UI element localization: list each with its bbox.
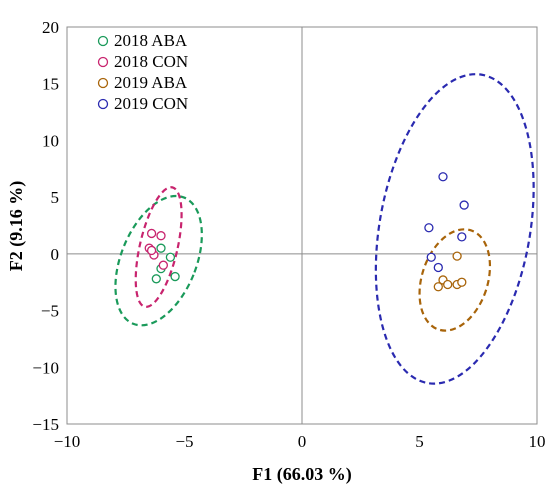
data-point — [433, 262, 443, 273]
data-point — [457, 277, 467, 287]
x-tick-label: −10 — [54, 432, 81, 451]
data-point — [443, 279, 453, 290]
y-tick-label: −15 — [32, 415, 59, 434]
y-tick-labels: −15 −10 −5 0 5 10 15 20 — [32, 18, 59, 434]
x-tick-label: 0 — [298, 432, 307, 451]
data-point — [156, 231, 166, 241]
legend-label: 2018 ABA — [114, 31, 188, 50]
data-point — [438, 172, 448, 182]
legend-label: 2018 CON — [114, 52, 188, 71]
y-tick-label: 20 — [42, 18, 59, 37]
x-tick-label: 5 — [415, 432, 424, 451]
x-tick-label: −5 — [175, 432, 193, 451]
legend-marker — [97, 35, 109, 47]
y-tick-label: 5 — [51, 188, 60, 207]
legend-marker — [97, 56, 109, 68]
data-point — [158, 260, 169, 270]
data-point — [146, 228, 157, 239]
y-tick-label: −5 — [41, 302, 59, 321]
legend: 2018 ABA 2018 CON 2019 ABA 2019 CON — [97, 31, 188, 113]
data-point — [146, 245, 157, 256]
x-tick-label: 10 — [529, 432, 546, 451]
data-point — [426, 252, 436, 262]
y-axis-label: F2 (9.16 %) — [6, 181, 27, 271]
confidence-ellipse — [374, 73, 535, 385]
data-point — [170, 271, 180, 282]
y-tick-label: 0 — [51, 245, 60, 264]
legend-label: 2019 ABA — [114, 73, 188, 92]
data-point — [459, 200, 469, 210]
data-points — [144, 172, 469, 292]
y-tick-label: 10 — [42, 131, 59, 150]
y-tick-label: −10 — [32, 358, 59, 377]
data-point — [433, 282, 443, 292]
data-point — [424, 223, 434, 233]
legend-label: 2019 CON — [114, 94, 188, 113]
data-point — [452, 251, 462, 261]
confidence-ellipse — [418, 228, 492, 332]
y-tick-label: 15 — [42, 75, 59, 94]
data-point — [156, 243, 166, 253]
confidence-ellipse — [114, 194, 203, 327]
x-tick-labels: −10 −5 0 5 10 — [54, 432, 546, 451]
legend-marker — [97, 77, 109, 89]
data-point — [457, 232, 467, 242]
data-point — [165, 252, 176, 262]
legend-marker — [97, 98, 109, 110]
data-point — [151, 274, 161, 284]
x-axis-label: F1 (66.03 %) — [252, 464, 351, 485]
